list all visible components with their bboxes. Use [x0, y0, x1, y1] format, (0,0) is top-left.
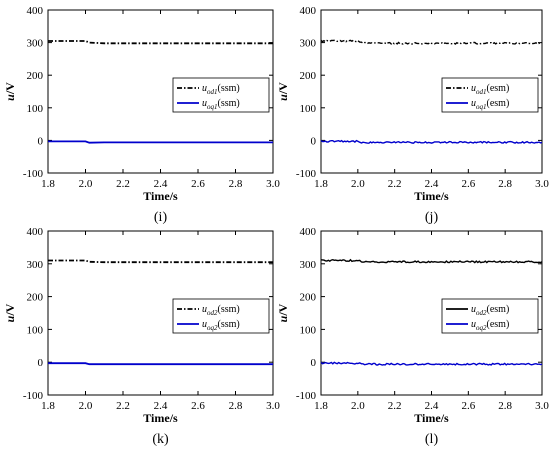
- panel-label: (i): [154, 210, 168, 225]
- y-tick-label: 400: [300, 226, 317, 238]
- y-tick-label: 300: [300, 38, 317, 50]
- x-tick-label: 2.0: [351, 400, 365, 412]
- y-tick-label: 300: [300, 259, 317, 271]
- legend-entry: uod2(esm): [471, 304, 509, 317]
- x-tick-label: 2.6: [461, 178, 475, 190]
- y-tick-label: 400: [27, 226, 44, 238]
- x-tick-label: 2.6: [191, 400, 205, 412]
- legend-box: [172, 298, 270, 334]
- panel-label: (l): [425, 432, 439, 447]
- y-tick-label: 200: [27, 70, 44, 82]
- legend-entry: uoq2(esm): [471, 319, 509, 332]
- x-tick-label: 1.8: [41, 178, 55, 190]
- y-tick-label: 100: [27, 324, 44, 336]
- x-axis-label: Time/s: [414, 411, 449, 425]
- y-tick-label: 300: [27, 259, 44, 271]
- panel-label: (j): [425, 210, 439, 225]
- y-tick-label: 200: [300, 70, 317, 82]
- x-tick-label: 3.0: [535, 178, 549, 190]
- y-tick-label: 100: [27, 103, 44, 115]
- legend-box: [441, 298, 539, 334]
- x-tick-label: 2.0: [351, 178, 365, 190]
- x-tick-label: 2.8: [229, 400, 243, 412]
- y-axis-label: u/V: [3, 82, 17, 101]
- x-tick-label: 2.4: [154, 178, 168, 190]
- y-tick-label: 100: [300, 103, 317, 115]
- panel-label: (k): [152, 432, 169, 447]
- y-tick-label: -100: [296, 390, 317, 402]
- y-axis-label: u/V: [276, 303, 290, 322]
- x-axis-label: Time/s: [414, 189, 449, 203]
- x-tick-label: 2.6: [461, 400, 475, 412]
- x-tick-label: 2.8: [498, 178, 512, 190]
- y-tick-label: -100: [23, 168, 44, 180]
- series-line-1: [48, 40, 273, 45]
- x-tick-label: 2.4: [425, 178, 439, 190]
- y-axis-label: u/V: [3, 303, 17, 322]
- x-tick-label: 1.8: [314, 400, 328, 412]
- x-tick-label: 2.4: [425, 400, 439, 412]
- legend-entry: uod1(esm): [471, 83, 509, 96]
- y-tick-label: 0: [311, 135, 317, 147]
- legend-entry: uoq1(esm): [471, 98, 509, 111]
- x-tick-label: 2.2: [116, 178, 130, 190]
- x-tick-label: 3.0: [266, 400, 280, 412]
- x-tick-label: 1.8: [314, 178, 328, 190]
- y-tick-label: 400: [300, 5, 317, 17]
- x-axis-label: Time/s: [143, 411, 178, 425]
- y-tick-label: 0: [38, 135, 44, 147]
- legend-entry: uod1(ssm): [202, 83, 240, 96]
- y-tick-label: -100: [23, 390, 44, 402]
- y-tick-label: 200: [300, 292, 317, 304]
- y-tick-label: 200: [27, 292, 44, 304]
- series-line-2: [48, 140, 273, 144]
- y-tick-label: 0: [38, 357, 44, 369]
- series-line-1: [320, 39, 543, 45]
- y-tick-label: -100: [296, 168, 317, 180]
- x-tick-label: 2.2: [388, 178, 402, 190]
- x-tick-label: 2.0: [79, 178, 93, 190]
- series-line-1: [48, 259, 273, 264]
- y-tick-label: 300: [27, 38, 44, 50]
- legend-box: [441, 77, 539, 113]
- legend-entry: uoq1(ssm): [202, 98, 240, 111]
- x-tick-label: 2.8: [229, 178, 243, 190]
- y-tick-label: 0: [311, 357, 317, 369]
- y-axis-label: u/V: [276, 82, 290, 101]
- legend-entry: uoq2(ssm): [202, 319, 240, 332]
- legend-box: [172, 77, 270, 113]
- legend-entry: uod2(ssm): [202, 304, 240, 317]
- y-tick-label: 100: [300, 324, 317, 336]
- x-tick-label: 2.2: [388, 400, 402, 412]
- series-line-2: [48, 362, 273, 366]
- x-axis-label: Time/s: [143, 189, 178, 203]
- x-tick-label: 3.0: [535, 400, 549, 412]
- x-tick-label: 2.0: [79, 400, 93, 412]
- x-tick-label: 2.6: [191, 178, 205, 190]
- x-tick-label: 2.8: [498, 400, 512, 412]
- series-line-2: [320, 139, 543, 144]
- x-tick-label: 2.4: [154, 400, 168, 412]
- x-tick-label: 3.0: [266, 178, 280, 190]
- x-tick-label: 1.8: [41, 400, 55, 412]
- y-tick-label: 400: [27, 5, 44, 17]
- x-tick-label: 2.2: [116, 400, 130, 412]
- series-line-1: [320, 258, 543, 264]
- series-line-2: [320, 361, 543, 366]
